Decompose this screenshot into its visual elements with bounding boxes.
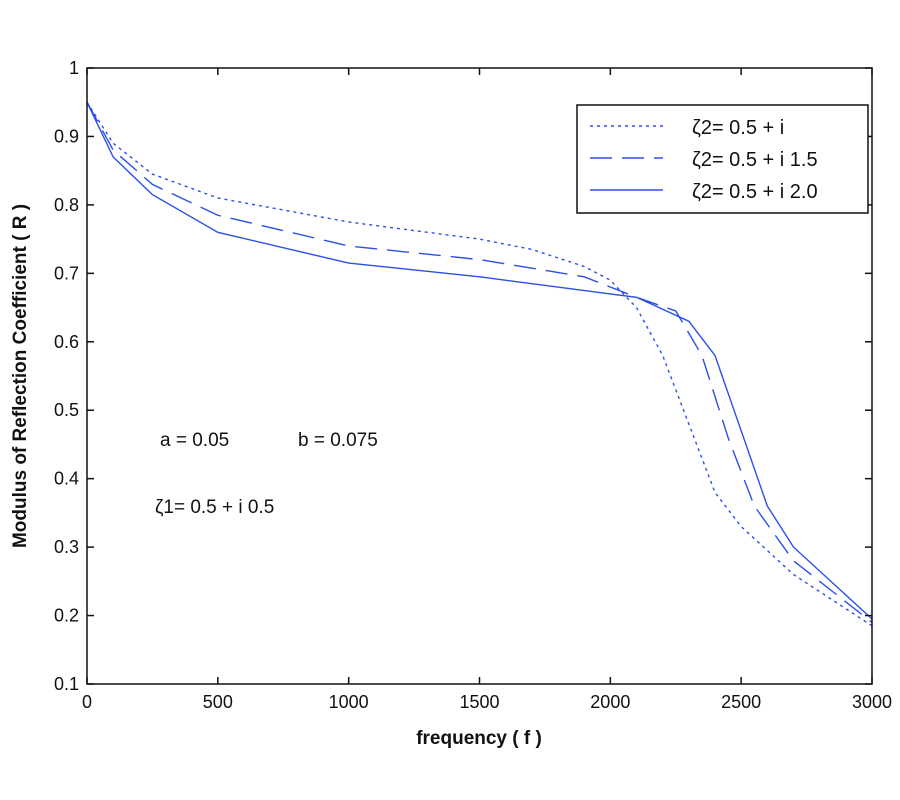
y-tick-label: 0.9 <box>54 126 79 146</box>
y-tick-label: 0.5 <box>54 400 79 420</box>
y-tick-label: 0.8 <box>54 195 79 215</box>
legend-label: ζ2= 0.5 + i <box>692 117 784 139</box>
legend-label: ζ2= 0.5 + i 1.5 <box>692 149 818 171</box>
legend: ζ2= 0.5 + i ζ2= 0.5 + i 1.5 ζ2= 0.5 + i 2.… <box>576 104 869 214</box>
x-tick-label: 500 <box>203 692 233 712</box>
y-tick-label: 0.7 <box>54 263 79 283</box>
annotation-b: b = 0.075 <box>298 430 378 451</box>
y-tick-label: 1 <box>69 58 79 78</box>
y-tick-label: 0.6 <box>54 332 79 352</box>
series-line-solid <box>86 101 873 620</box>
x-tick-label: 1500 <box>459 692 499 712</box>
x-tick-label: 3000 <box>852 692 892 712</box>
y-tick-label: 0.4 <box>54 469 79 489</box>
y-tick-label: 0.3 <box>54 537 79 557</box>
series-line-dashed <box>86 101 873 623</box>
x-tick-label: 2500 <box>721 692 761 712</box>
y-tick-label: 0.2 <box>54 606 79 626</box>
annotation-a: a = 0.05 <box>160 430 229 451</box>
x-tick-label: 1000 <box>329 692 369 712</box>
y-axis-label: Modulus of Reflection Coefficient ( R ) <box>10 204 31 548</box>
series-line-dotted <box>86 101 873 627</box>
x-tick-label: 0 <box>82 692 92 712</box>
y-tick-label: 0.1 <box>54 674 79 694</box>
x-axis-label: frequency ( f ) <box>416 728 542 749</box>
legend-label: ζ2= 0.5 + i 2.0 <box>692 181 818 203</box>
annotation-zeta1: ζ1= 0.5 + i 0.5 <box>155 497 274 518</box>
x-tick-label: 2000 <box>590 692 630 712</box>
